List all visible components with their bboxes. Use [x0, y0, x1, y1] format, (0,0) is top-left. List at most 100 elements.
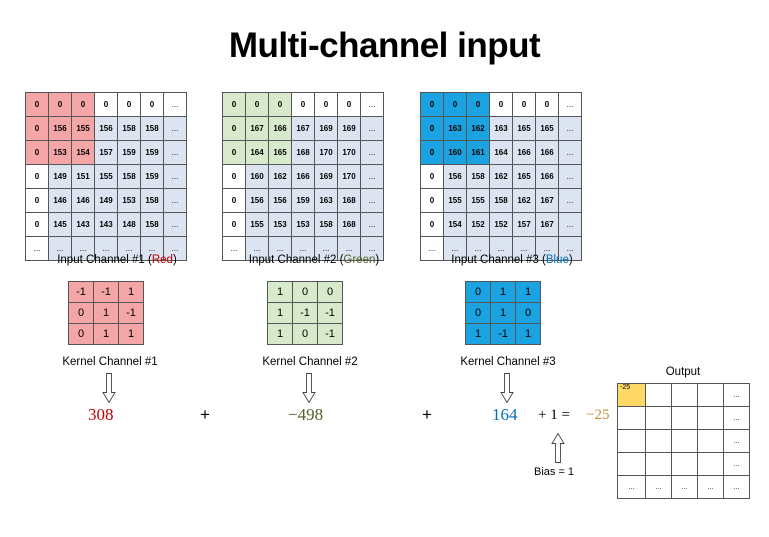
caption-text: ): [568, 254, 573, 266]
grid-cell: 0: [420, 164, 444, 189]
grid-cell: 165: [512, 164, 536, 189]
grid-cell: 0: [420, 116, 444, 141]
grid-cell: 146: [48, 188, 72, 213]
grid-cell: 156: [94, 116, 118, 141]
grid-cell: 158: [140, 116, 164, 141]
grid-cell: 151: [71, 164, 95, 189]
grid-row: 0 160 162 166 169 170...: [222, 164, 384, 189]
grid-cell: 158: [489, 188, 513, 213]
grid-cell: 170: [314, 140, 338, 165]
grid-cell: 165: [512, 116, 536, 141]
grid-cell: 158: [466, 164, 490, 189]
kernel-cell: 1: [267, 302, 293, 324]
caption-color-word: Blue: [545, 254, 569, 266]
input-grid-green: 0 0 0 0 0 0... 0 167 166 167 169 169... 0 164 165 168 17…: [222, 92, 384, 261]
grid-cell: ...: [163, 212, 187, 237]
grid-cell: 155: [245, 212, 269, 237]
grid-cell: 153: [117, 188, 141, 213]
grid-cell: 166: [535, 140, 559, 165]
grid-cell: 0: [420, 188, 444, 213]
grid-cell: 163: [443, 116, 467, 141]
output-cell: ...: [723, 452, 750, 476]
grid-cell: 0: [25, 92, 49, 117]
kernel-cell: 1: [465, 323, 491, 345]
output-row: ...............: [617, 475, 750, 499]
grid-cell: 162: [489, 164, 513, 189]
grid-cell: 143: [94, 212, 118, 237]
kernel-cell: 0: [317, 281, 343, 303]
output-title: Output: [665, 366, 701, 378]
grid-cell: 165: [535, 116, 559, 141]
grid-cell: 0: [25, 188, 49, 213]
grid-cell: 159: [140, 164, 164, 189]
grid-cell: 159: [291, 188, 315, 213]
grid-row: 0 0 0 0 0 0...: [222, 92, 384, 117]
grid-cell: 0: [25, 116, 49, 141]
grid-cell: 0: [489, 92, 513, 117]
output-grid: -25...........................: [617, 383, 750, 499]
grid-cell: 0: [420, 212, 444, 237]
output-cell: [645, 452, 672, 476]
output-cell: [645, 383, 672, 407]
grid-row: 0 145 143 143 148 158...: [25, 212, 187, 237]
output-cell: [617, 406, 646, 430]
grid-cell: 158: [140, 188, 164, 213]
grid-cell: ...: [558, 116, 582, 141]
output-cell: [697, 383, 724, 407]
caption-text: ): [172, 254, 177, 266]
grid-cell: 169: [337, 116, 361, 141]
grid-cell: ...: [360, 92, 384, 117]
output-cell: [697, 452, 724, 476]
kernel-cell: -1: [93, 281, 119, 303]
output-cell: [617, 429, 646, 453]
grid-cell: ...: [163, 140, 187, 165]
kernel-row: -1 -1 1: [68, 281, 144, 303]
grid-cell: ...: [360, 212, 384, 237]
kernel-cell: 0: [292, 323, 318, 345]
grid-row: 0 154 152 152 157 167...: [420, 212, 582, 237]
output-cell: [697, 429, 724, 453]
caption-color-word: Red: [151, 254, 173, 266]
grid-cell: ...: [314, 236, 338, 261]
kernel-cell: 1: [515, 323, 541, 345]
grid-cell: 0: [48, 92, 72, 117]
grid-cell: 155: [71, 116, 95, 141]
grid-row: 0 156 156 159 163 168...: [222, 188, 384, 213]
output-cell: -25: [617, 383, 646, 407]
grid-cell: 160: [245, 164, 269, 189]
kernel-2: 1 0 0 1 -1 -1 1 0 -1: [267, 281, 343, 345]
grid-cell: 0: [222, 188, 246, 213]
kernel-caption-2: Kernel Channel #2: [262, 356, 358, 368]
grid-cell: 143: [71, 212, 95, 237]
grid-cell: ...: [360, 164, 384, 189]
grid-cell: 170: [337, 164, 361, 189]
kernel-cell: 0: [68, 323, 94, 345]
grid-row: 0 153 154 157 159 159...: [25, 140, 187, 165]
down-arrow-icon: [500, 373, 514, 403]
grid-cell: 158: [117, 116, 141, 141]
output-cell: [671, 383, 698, 407]
grid-cell: 157: [512, 212, 536, 237]
caption-text: Input Channel #3 (: [451, 254, 546, 266]
result-green: −498: [288, 405, 324, 424]
grid-cell: 166: [535, 164, 559, 189]
kernel-grid-green: 1 0 0 1 -1 -1 1 0 -1: [267, 281, 343, 345]
grid-cell: 155: [94, 164, 118, 189]
grid-cell: 157: [94, 140, 118, 165]
grid-cell: ...: [25, 236, 49, 261]
grid-cell: 0: [117, 92, 141, 117]
kernel-cell: -1: [68, 281, 94, 303]
input-channel-3: 0 0 0 0 0 0... 0 163 162 163 165 165... 0 160 161 164 16…: [420, 92, 582, 261]
grid-cell: ...: [360, 140, 384, 165]
grid-cell: ...: [222, 236, 246, 261]
output-cell: [617, 452, 646, 476]
input-grid-red: 0 0 0 0 0 0... 0 156 155 156 158 158... 0 153 154 157 15…: [25, 92, 187, 261]
grid-cell: ...: [558, 212, 582, 237]
plus-operator: +: [422, 405, 432, 424]
grid-cell: 0: [222, 116, 246, 141]
grid-cell: 0: [314, 92, 338, 117]
grid-cell: 156: [245, 188, 269, 213]
grid-cell: 167: [291, 116, 315, 141]
grid-cell: 164: [489, 140, 513, 165]
